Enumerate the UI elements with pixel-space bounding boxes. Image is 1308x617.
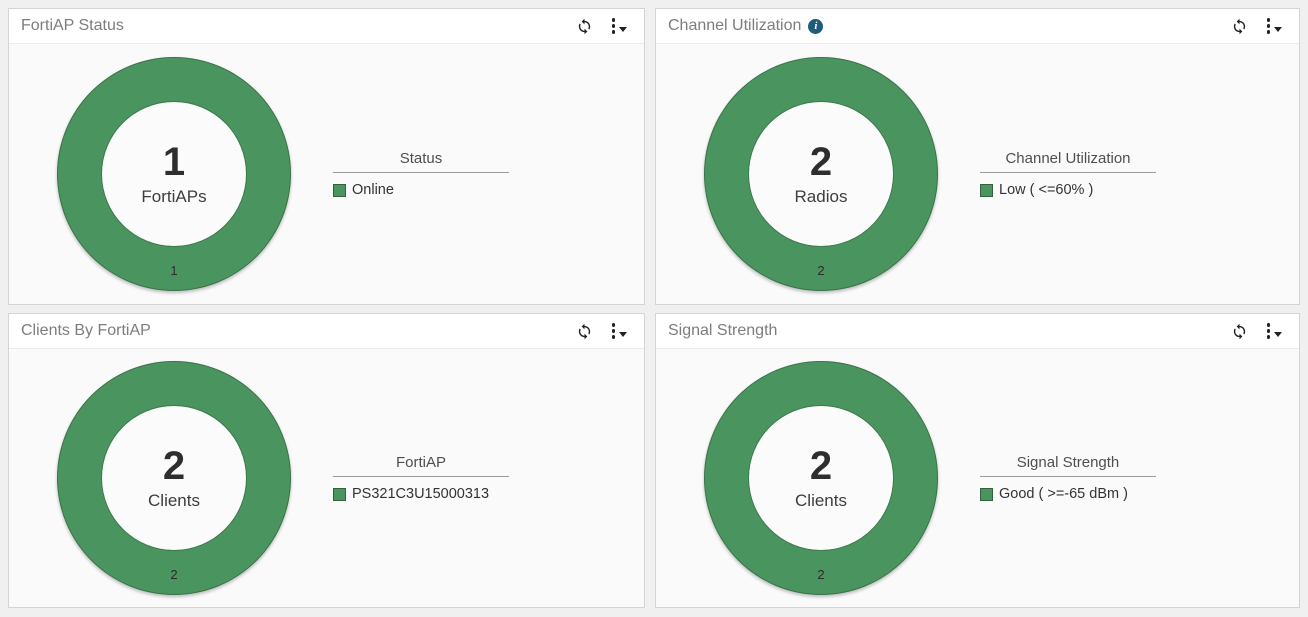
kebab-menu-icon <box>611 323 615 339</box>
legend-item-label: PS321C3U15000313 <box>352 486 490 502</box>
donut-center: 2 Clients <box>102 406 246 550</box>
chevron-down-icon <box>619 331 627 337</box>
widget-panel-channel-utilization: Channel Utilization i <box>655 8 1300 305</box>
refresh-icon <box>1231 18 1248 35</box>
widget-menu-button[interactable] <box>1266 323 1282 339</box>
refresh-button[interactable] <box>576 323 593 340</box>
widget-menu-button[interactable] <box>1266 18 1282 34</box>
refresh-button[interactable] <box>1231 323 1248 340</box>
widget-body: 2 Clients 2 FortiAP PS321C3U15000313 <box>9 349 644 607</box>
chart-legend: Status Online <box>333 150 509 198</box>
widget-title: Clients By FortiAP <box>21 322 151 339</box>
legend-item-label: Low ( <=60% ) <box>999 182 1094 198</box>
legend-item-label: Online <box>352 182 394 198</box>
donut-center: 2 Radios <box>749 102 893 246</box>
legend-item: Online <box>333 182 509 198</box>
widget-header: Clients By FortiAP i <box>9 314 644 349</box>
donut-segment-value: 2 <box>817 567 825 582</box>
legend-header: Channel Utilization <box>980 150 1156 173</box>
legend-item: Low ( <=60% ) <box>980 182 1156 198</box>
legend-header: Signal Strength <box>980 454 1156 477</box>
legend-item: Good ( >=-65 dBm ) <box>980 486 1156 502</box>
refresh-icon <box>1231 323 1248 340</box>
refresh-icon <box>576 323 593 340</box>
kebab-menu-icon <box>1266 323 1270 339</box>
donut-center-value: 1 <box>162 139 186 184</box>
widget-menu-button[interactable] <box>611 323 627 339</box>
info-icon[interactable]: i <box>808 18 824 34</box>
donut-chart[interactable]: 2 Radios 2 <box>704 57 938 291</box>
chevron-down-icon <box>1274 331 1282 337</box>
donut-center-label: Clients <box>148 490 200 510</box>
widget-body: 2 Radios 2 Channel Utilization Low ( <=6… <box>656 44 1299 304</box>
chevron-down-icon <box>1274 26 1282 32</box>
widget-panel-signal-strength: Signal Strength i <box>655 313 1300 608</box>
donut-center-value: 2 <box>809 443 833 488</box>
widget-panel-clients-by-fortiap: Clients By FortiAP i <box>8 313 645 608</box>
legend-item: PS321C3U15000313 <box>333 486 509 502</box>
donut-chart[interactable]: 2 Clients 2 <box>704 361 938 595</box>
donut-segment-value: 2 <box>170 567 178 582</box>
donut-center-label: Clients <box>795 490 847 510</box>
legend-swatch-icon <box>980 183 993 197</box>
legend-swatch-icon <box>980 487 993 501</box>
refresh-button[interactable] <box>576 18 593 35</box>
chart-legend: FortiAP PS321C3U15000313 <box>333 454 509 502</box>
legend-header: Status <box>333 150 509 173</box>
widget-title: FortiAP Status <box>21 17 124 34</box>
legend-swatch-icon <box>333 487 346 501</box>
kebab-menu-icon <box>611 18 615 34</box>
widget-body: 1 FortiAPs 1 Status Online <box>9 44 644 304</box>
chevron-down-icon <box>619 26 627 32</box>
donut-chart[interactable]: 2 Clients 2 <box>57 361 291 595</box>
chart-legend: Signal Strength Good ( >=-65 dBm ) <box>980 454 1156 502</box>
widget-header: Channel Utilization i <box>656 9 1299 44</box>
widget-header: FortiAP Status i <box>9 9 644 44</box>
donut-center-label: FortiAPs <box>141 186 207 206</box>
legend-item-label: Good ( >=-65 dBm ) <box>999 486 1128 502</box>
widget-menu-button[interactable] <box>611 18 627 34</box>
legend-header: FortiAP <box>333 454 509 477</box>
donut-center: 2 Clients <box>749 406 893 550</box>
donut-segment-value: 2 <box>817 263 825 278</box>
widget-panel-fortiap-status: FortiAP Status i <box>8 8 645 305</box>
widget-title: Signal Strength <box>668 322 778 339</box>
donut-center: 1 FortiAPs <box>102 102 246 246</box>
widget-header: Signal Strength i <box>656 314 1299 349</box>
donut-segment-value: 1 <box>170 263 178 278</box>
donut-center-value: 2 <box>809 139 833 184</box>
legend-swatch-icon <box>333 183 346 197</box>
donut-chart[interactable]: 1 FortiAPs 1 <box>57 57 291 291</box>
widget-title: Channel Utilization <box>668 17 802 34</box>
refresh-button[interactable] <box>1231 18 1248 35</box>
donut-center-value: 2 <box>162 443 186 488</box>
refresh-icon <box>576 18 593 35</box>
widget-body: 2 Clients 2 Signal Strength Good ( >=-65… <box>656 349 1299 607</box>
kebab-menu-icon <box>1266 18 1270 34</box>
donut-center-label: Radios <box>794 186 848 206</box>
chart-legend: Channel Utilization Low ( <=60% ) <box>980 150 1156 198</box>
